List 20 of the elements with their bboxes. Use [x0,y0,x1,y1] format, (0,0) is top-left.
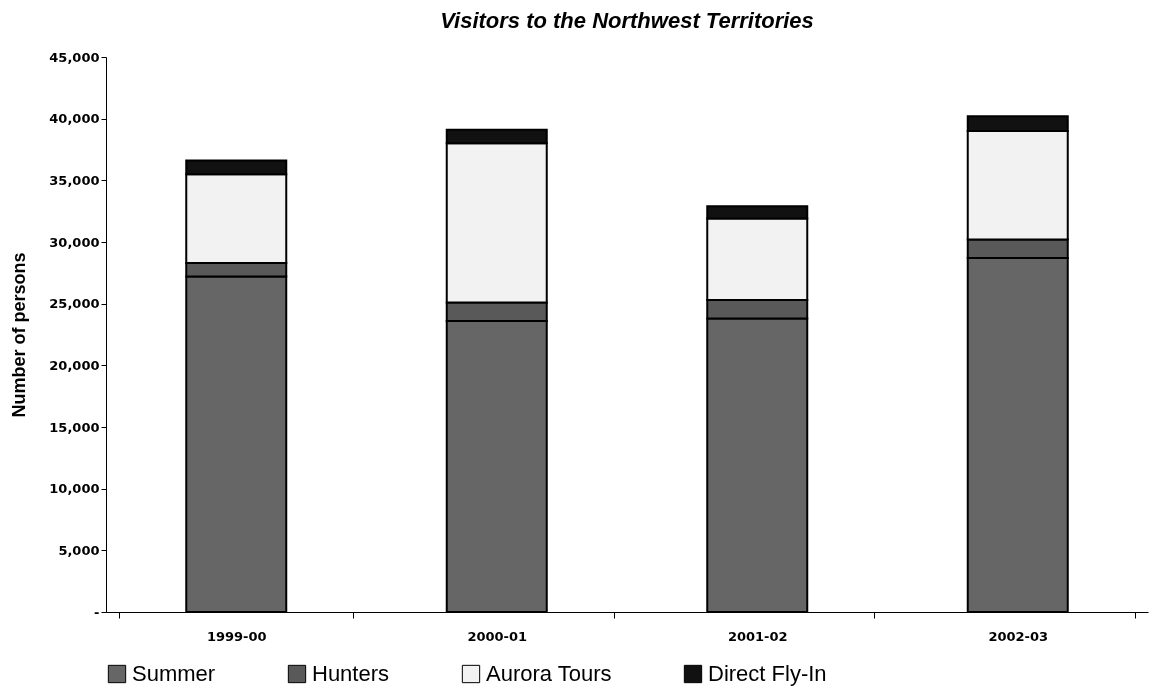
y-tick-label: - [94,604,100,620]
y-tick-label: 20,000 [49,357,100,373]
x-tick-label: 1999-00 [206,628,267,644]
y-tick-label: 5,000 [58,542,100,558]
x-tick-label: 2002-03 [988,628,1049,644]
y-tick-label: 15,000 [49,419,100,435]
legend-label: Aurora Tours [486,661,612,686]
chart-title: Visitors to the Northwest Territories [440,8,814,33]
y-tick-label: 10,000 [49,481,100,497]
x-tick-label: 2001-02 [727,628,788,644]
y-tick-label: 40,000 [49,111,100,127]
x-tick-label: 2000-01 [467,628,528,644]
legend-label: Summer [132,661,216,686]
y-tick-label: 30,000 [49,234,100,250]
legend-label: Direct Fly-In [708,661,827,686]
y-axis-title: Number of persons [9,252,30,418]
y-tick-label: 45,000 [49,49,100,65]
y-tick-label: 25,000 [49,296,100,312]
legend-label: Hunters [312,661,390,686]
y-tick-label: 35,000 [49,172,100,188]
